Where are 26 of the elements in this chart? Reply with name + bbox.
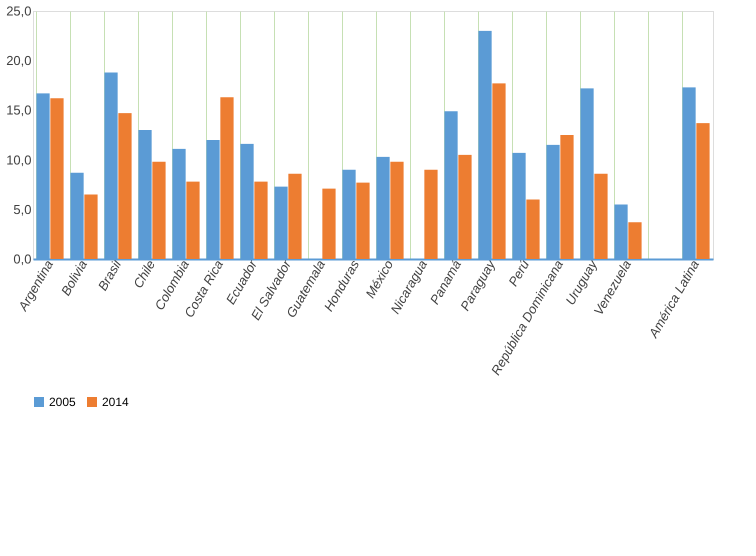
bar [322,188,336,259]
bar [390,162,404,259]
bar [424,170,438,259]
bar [220,97,234,259]
y-tick-label: 5,0 [13,202,32,217]
bar [628,222,642,259]
bar [492,83,506,259]
bar [50,98,64,259]
legend-label: 2005 [49,395,76,409]
legend-label: 2014 [102,395,130,409]
y-tick-label: 25,0 [6,4,32,18]
bar [526,199,540,259]
bar [254,182,268,259]
bar [594,174,608,259]
y-tick-label: 20,0 [6,53,32,68]
bar [288,174,302,259]
bar [152,162,166,259]
bar [560,135,574,259]
bar [458,154,472,259]
y-tick-label: 15,0 [6,102,32,118]
bar [84,194,98,259]
y-tick-label: 10,0 [6,152,32,168]
bar [186,182,200,259]
bar [356,182,370,259]
bar [118,113,132,259]
bar [696,123,710,259]
